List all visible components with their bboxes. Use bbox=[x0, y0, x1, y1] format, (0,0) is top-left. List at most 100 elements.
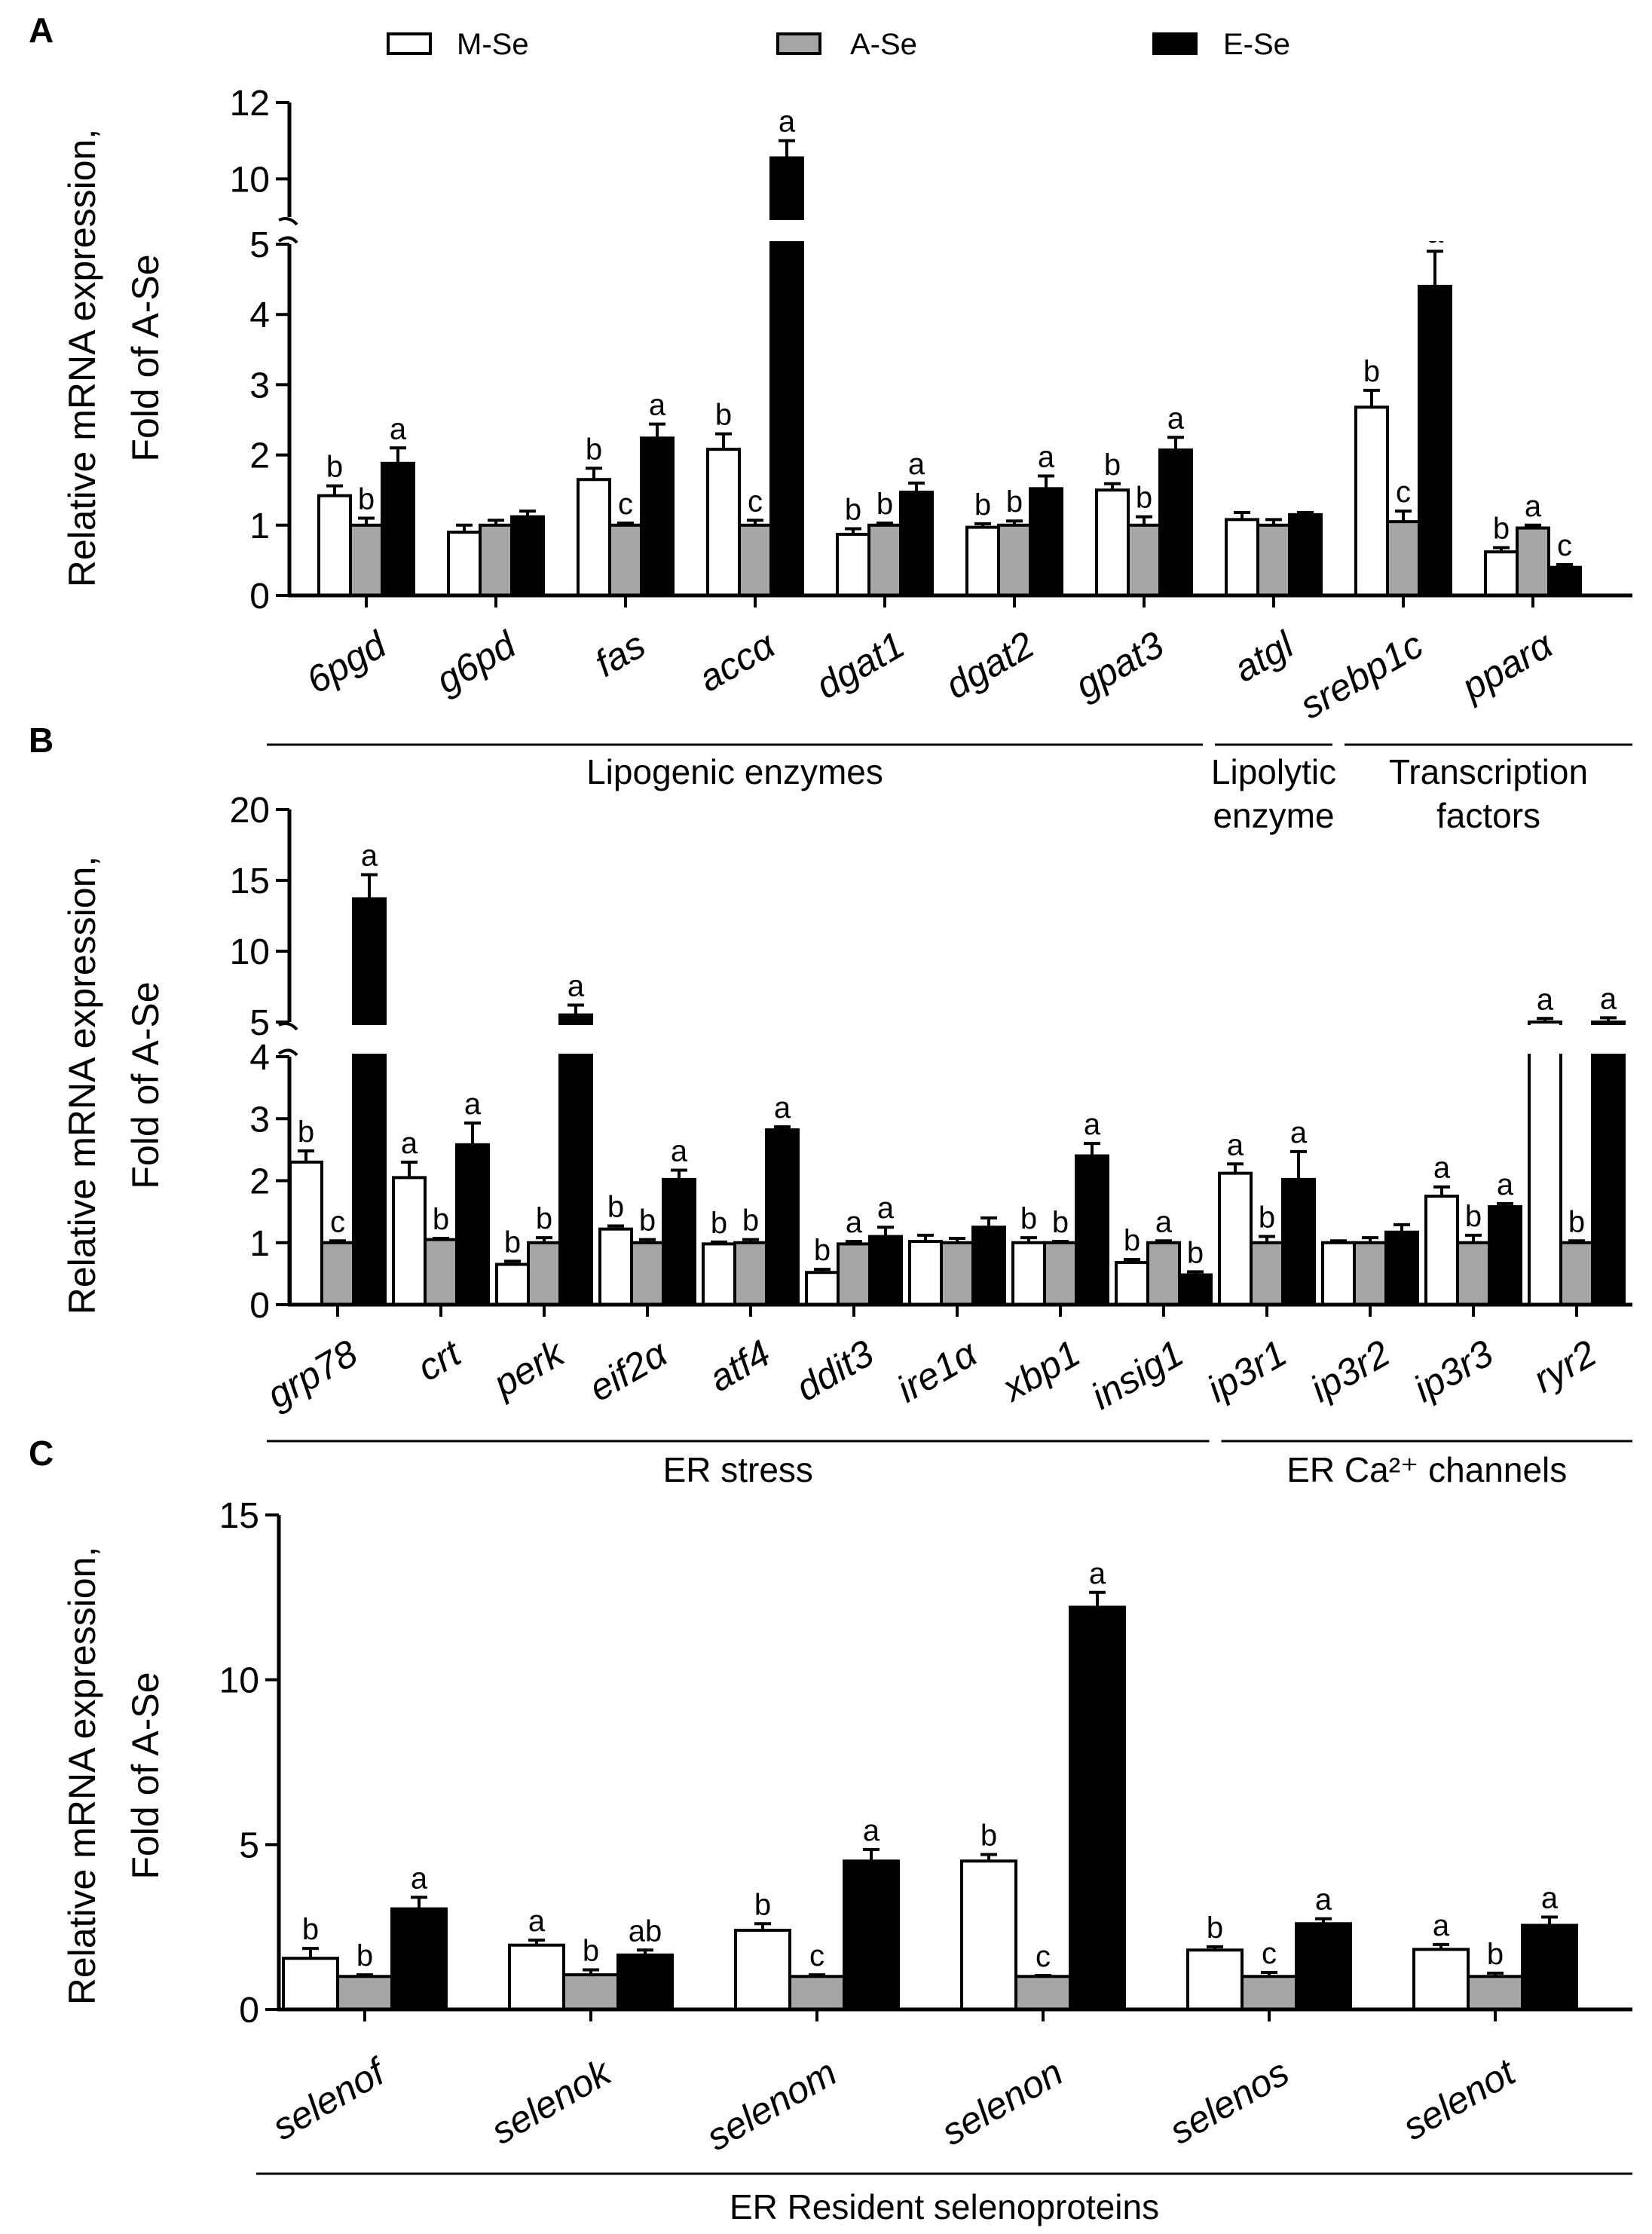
bar-e-se-eif2 bbox=[662, 1177, 696, 1306]
group-label-er-stress: ER stress bbox=[663, 1450, 813, 1489]
axis-break-mark bbox=[277, 236, 298, 244]
y-axis-title-line: Fold of A-Se bbox=[124, 981, 167, 1189]
bar-m-se-ip3r1 bbox=[1218, 1171, 1253, 1306]
significance-m-se-atf4: b bbox=[711, 1207, 727, 1240]
significance-m-se-fas: b bbox=[586, 433, 602, 466]
significance-a-se-dgat1: b bbox=[876, 488, 893, 521]
bar-m-se-ddit3 bbox=[805, 1271, 840, 1306]
bar-a-se-selenot bbox=[1467, 1975, 1524, 2011]
bar-m-se-selenon bbox=[960, 1859, 1017, 2011]
legend-swatch-m-se bbox=[387, 32, 432, 55]
group-label-lipolytic-enzyme: Lipolytic bbox=[1211, 752, 1336, 791]
bar-a-se-gpat3 bbox=[1127, 523, 1161, 597]
bar-a-se-ryr2 bbox=[1559, 1241, 1594, 1306]
legend-label-m-se: M-Se bbox=[457, 28, 529, 61]
bar-a-se-srebp1c bbox=[1386, 520, 1421, 598]
significance-a-se-perk: b bbox=[536, 1202, 552, 1235]
significance-e-se-acc: a bbox=[779, 106, 796, 139]
significance-m-se-ddit3: b bbox=[814, 1234, 831, 1267]
bar-a-se-selenom bbox=[788, 1975, 846, 2011]
bar-e-se-selenot bbox=[1521, 1923, 1578, 2011]
significance-m-se-crt: a bbox=[401, 1127, 418, 1160]
significance-e-se-ppar: c bbox=[1557, 529, 1572, 562]
bar-e-se-ryr2 bbox=[1591, 1021, 1626, 1306]
bar-e-se-perk bbox=[558, 1013, 593, 1306]
significance-m-se-grp78: b bbox=[298, 1115, 314, 1149]
bar-m-se-crt bbox=[392, 1176, 427, 1306]
significance-a-se-6pgd: b bbox=[358, 482, 375, 516]
y-tick-label: 4 bbox=[249, 295, 270, 335]
significance-a-se-ip3r3: b bbox=[1465, 1200, 1482, 1233]
significance-a-se-xbp1: b bbox=[1052, 1206, 1069, 1239]
bar-e-se-6pgd bbox=[381, 461, 415, 597]
legend: M-Se A-Se E-Se bbox=[387, 28, 1290, 61]
bar-m-se-atgl bbox=[1225, 518, 1259, 597]
y-tick-label: 12 bbox=[230, 84, 270, 124]
significance-m-se-selenof: b bbox=[302, 1913, 319, 1946]
bar-e-se-crt bbox=[455, 1143, 490, 1307]
panel-label-b: B bbox=[29, 721, 54, 760]
bar-a-se-g6pd bbox=[479, 523, 513, 597]
bar-m-se-acc bbox=[706, 448, 741, 597]
bar-m-se-srebp1c bbox=[1354, 405, 1389, 597]
y-axis-title-line: Fold of A-Se bbox=[124, 1672, 167, 1879]
significance-a-se-srebp1c: c bbox=[1396, 476, 1411, 509]
bar-m-se-dgat2 bbox=[965, 525, 1000, 598]
bar-e-se-atgl bbox=[1288, 513, 1323, 598]
bar-a-se-atgl bbox=[1256, 523, 1291, 597]
significance-a-se-selenof: b bbox=[356, 1939, 373, 1972]
bar-a-se-crt bbox=[424, 1238, 458, 1306]
significance-e-se-dgat2: a bbox=[1038, 441, 1055, 474]
y-axis-title-line: Relative mRNA expression, bbox=[61, 856, 103, 1315]
group-label-er-resident-selenoproteins: ER Resident selenoproteins bbox=[730, 2187, 1159, 2226]
bar-m-se-atf4 bbox=[702, 1242, 736, 1307]
bar-a-se-atf4 bbox=[733, 1241, 768, 1306]
bar-m-se-ip3r2 bbox=[1321, 1241, 1356, 1306]
y-axis-title-line: Relative mRNA expression, bbox=[61, 129, 103, 588]
y-tick-label: 5 bbox=[249, 225, 270, 265]
bar-a-se-dgat1 bbox=[867, 523, 902, 597]
axis-break-gap bbox=[294, 220, 1632, 241]
significance-m-se-selenok: a bbox=[528, 1905, 546, 1938]
bar-a-se-insig1 bbox=[1146, 1241, 1181, 1306]
bar-m-se-selenos bbox=[1186, 1948, 1244, 2012]
y-tick-label: 10 bbox=[230, 160, 270, 200]
axis-break-mark bbox=[277, 1048, 298, 1057]
significance-a-se-ip3r1: b bbox=[1259, 1201, 1275, 1235]
bar-m-se-ip3r3 bbox=[1424, 1195, 1459, 1306]
y-tick-label: 0 bbox=[249, 1286, 270, 1326]
significance-m-se-gpat3: b bbox=[1104, 448, 1121, 482]
bar-m-se-eif2 bbox=[598, 1227, 633, 1307]
panel-a-chart: bbbbbbbbbccbbbcaaaaaaaac01234510126pgdg6… bbox=[61, 84, 1632, 835]
bar-m-se-perk bbox=[495, 1262, 530, 1306]
significance-e-se-gpat3: a bbox=[1167, 402, 1185, 435]
significance-m-se-6pgd: b bbox=[326, 451, 343, 484]
y-tick-label: 1 bbox=[249, 1224, 270, 1264]
significance-e-se-xbp1: a bbox=[1084, 1108, 1101, 1141]
significance-e-se-dgat1: a bbox=[908, 448, 925, 481]
bar-m-se-selenot bbox=[1412, 1948, 1470, 2011]
bar-e-se-fas bbox=[640, 436, 675, 597]
bar-e-se-atf4 bbox=[765, 1128, 800, 1307]
bar-a-se-selenos bbox=[1241, 1975, 1298, 2011]
y-tick-label: 3 bbox=[249, 366, 270, 405]
bar-m-se-selenok bbox=[508, 1943, 565, 2011]
significance-e-se-selenot: a bbox=[1541, 1882, 1559, 1915]
group-label-transcription-factors: factors bbox=[1436, 796, 1540, 835]
group-label-lipogenic-enzymes: Lipogenic enzymes bbox=[586, 752, 883, 791]
bar-e-se-gpat3 bbox=[1158, 448, 1193, 597]
bar-e-se-dgat1 bbox=[899, 490, 934, 597]
bar-a-se-perk bbox=[527, 1241, 561, 1306]
panel-label-c: C bbox=[29, 1434, 54, 1473]
bar-a-se-6pgd bbox=[349, 523, 384, 597]
bar-m-se-selenof bbox=[282, 1957, 339, 2012]
significance-m-se-selenom: b bbox=[754, 1888, 771, 1921]
y-axis-title-line: Relative mRNA expression, bbox=[61, 1547, 103, 2006]
axis-break-mark bbox=[278, 1022, 298, 1031]
significance-a-se-selenom: c bbox=[809, 1939, 824, 1972]
significance-a-se-ryr2: b bbox=[1568, 1205, 1585, 1238]
bar-e-se-ip3r2 bbox=[1384, 1230, 1419, 1306]
significance-a-se-dgat2: b bbox=[1006, 485, 1023, 519]
significance-m-se-acc: b bbox=[715, 399, 732, 432]
